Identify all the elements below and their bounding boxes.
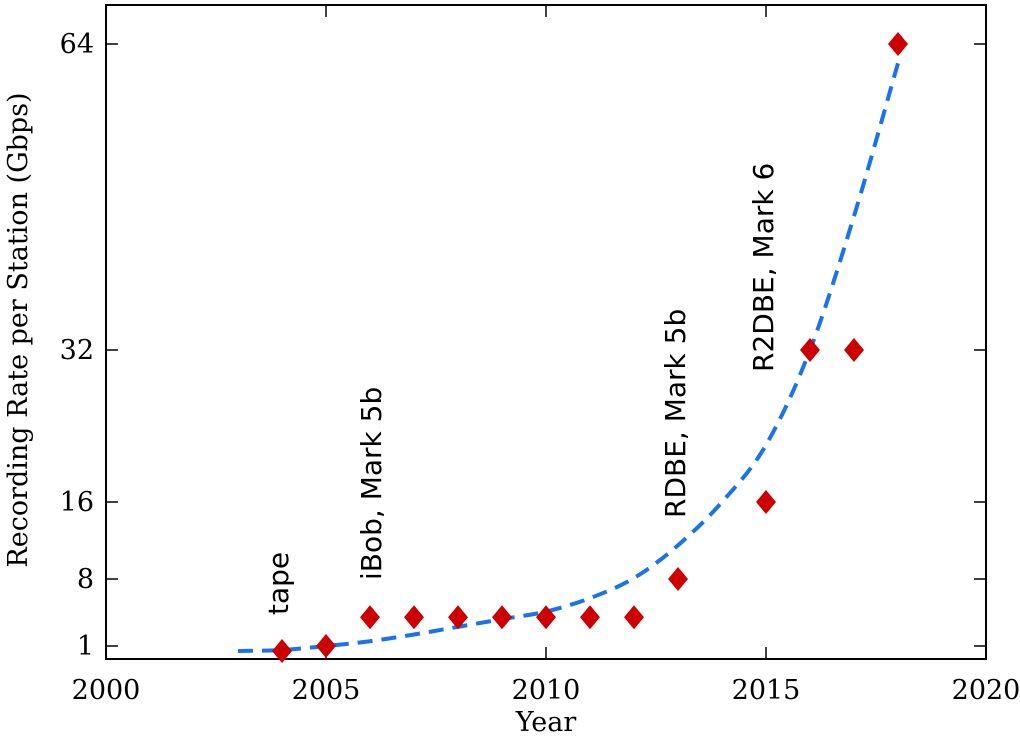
y-tick-label: 1	[77, 631, 94, 662]
x-axis-label: Year	[515, 707, 577, 736]
data-point	[404, 605, 424, 630]
y-tick-label: 32	[60, 335, 94, 366]
annotation-label: iBob, Mark 5b	[355, 387, 388, 580]
data-point	[756, 490, 776, 514]
data-point	[272, 639, 292, 663]
data-point	[844, 338, 864, 362]
data-point	[360, 605, 380, 630]
x-tick-label: 2020	[952, 675, 1020, 706]
x-tick-label: 2015	[732, 675, 801, 706]
tick-layer: 2000 2005 2010 2015 2020 1 8 16 32 64	[60, 5, 1020, 706]
annotation-layer: tape iBob, Mark 5b RDBE, Mark 5b R2DBE, Mar…	[262, 163, 780, 615]
x-tick-label: 2005	[292, 675, 361, 706]
y-tick-label: 8	[77, 564, 94, 595]
fit-curve-layer	[237, 62, 900, 653]
data-point	[624, 605, 644, 630]
data-point	[536, 605, 556, 630]
data-point	[580, 605, 600, 630]
plot-frame	[105, 4, 987, 660]
annotation-label: R2DBE, Mark 6	[747, 163, 780, 372]
data-point	[888, 32, 908, 56]
data-point	[668, 567, 688, 591]
y-tick-label: 16	[60, 487, 94, 518]
data-point	[448, 605, 468, 630]
point-layer	[272, 32, 908, 663]
x-tick-label: 2000	[72, 675, 141, 706]
y-tick-label: 64	[60, 29, 94, 60]
x-tick-label: 2010	[512, 675, 581, 706]
annotation-label: RDBE, Mark 5b	[659, 309, 692, 518]
data-point	[800, 338, 820, 362]
data-point	[492, 605, 512, 630]
fit-curve	[237, 62, 900, 653]
data-point	[316, 634, 336, 658]
annotation-label: tape	[262, 552, 295, 615]
y-axis-label: Recording Rate per Station (Gbps)	[3, 92, 34, 567]
